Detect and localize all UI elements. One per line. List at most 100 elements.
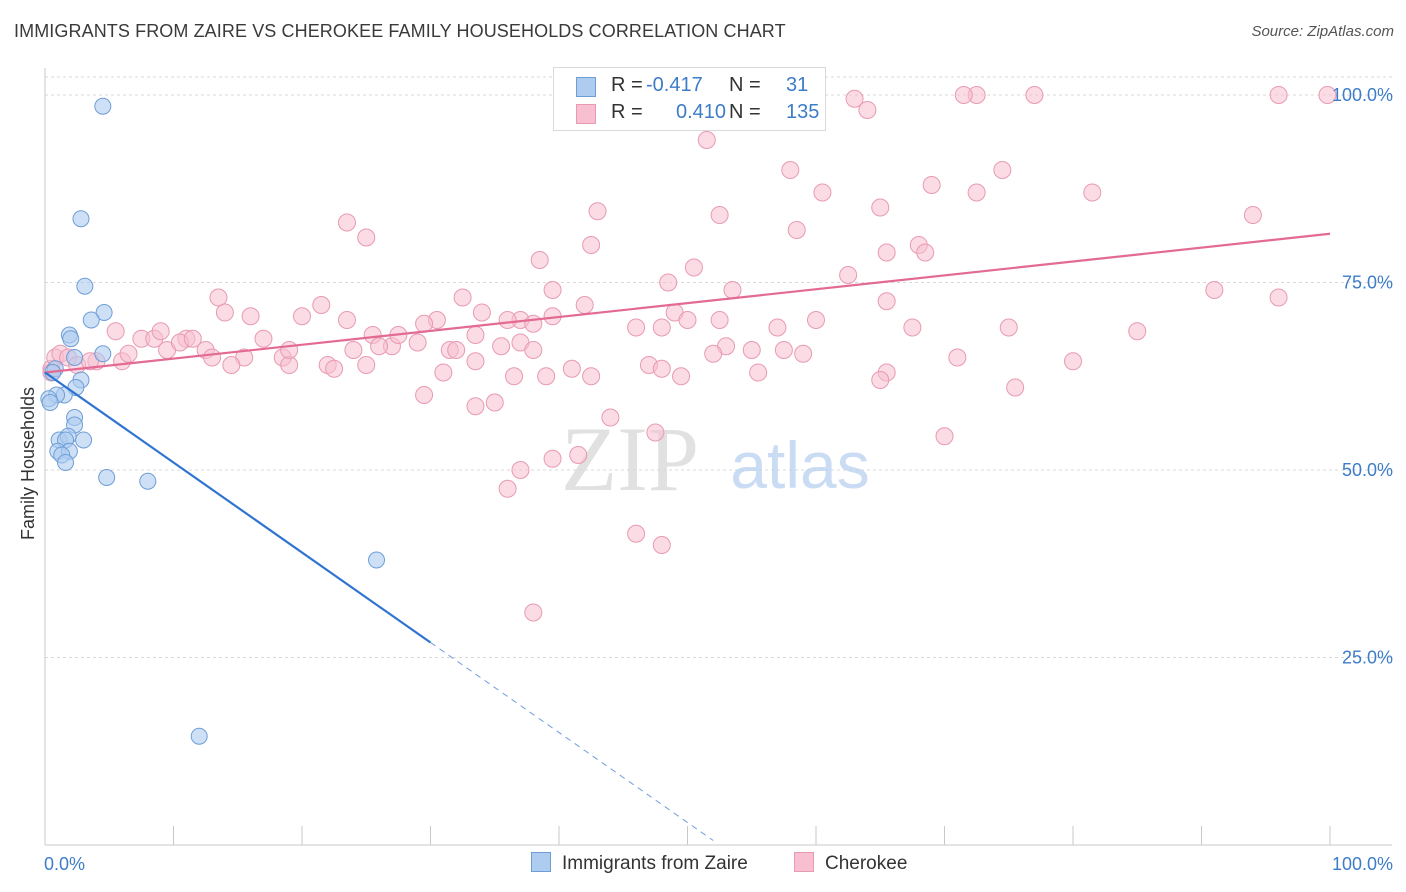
bottom-legend-cherokee: Cherokee [794,852,907,875]
y-tick-label: 75.0% [1342,273,1393,293]
cherokee-point [434,363,453,382]
cherokee-point [768,318,787,337]
cherokee-point [222,356,241,374]
zaire-swatch [576,77,596,97]
cherokee-point [106,322,125,341]
cherokee-point [408,333,427,352]
zaire-point [72,210,90,228]
cherokee-point [710,311,729,329]
zaire-point [190,727,208,745]
cherokee-point [524,314,543,333]
axes [44,68,1392,846]
cherokee-point [582,367,601,386]
legend-r-label: R = [611,101,643,123]
legend-n-value: 31 [786,74,809,96]
zaire-trend-extension [430,642,714,841]
cherokee-point [704,344,723,363]
cherokee-point [652,536,671,554]
cherokee-point [543,281,562,299]
cherokee-point [254,329,273,348]
legend-r-label: R = [611,74,643,96]
cherokee-point [1025,86,1044,104]
zaire-point [76,277,94,295]
cherokee-point [742,341,761,359]
cherokee-point [999,318,1018,337]
cherokee-point [280,341,299,359]
cherokee-point [485,393,504,412]
cherokee-point [530,251,549,269]
cherokee-point [993,161,1012,179]
cherokee-point [466,326,485,344]
zaire-point [75,431,93,449]
watermark-atlas: atlas [730,428,869,502]
cherokee-point [151,322,170,341]
cherokee-point [203,348,222,367]
trend-lines [44,232,1331,841]
cherokee-point [916,243,935,262]
cherokee-point [858,101,877,119]
cherokee-point [601,408,620,427]
cherokee-point [794,344,813,363]
cherokee-point [678,311,697,329]
cherokee-point [903,318,922,337]
cherokee-point [280,356,299,374]
cherokee-point [344,341,363,359]
cherokee-point [524,603,543,622]
legend-n-label: N = [729,101,761,123]
zaire-point [139,472,157,490]
cherokee-point [312,296,331,314]
cherokee-point [543,449,562,468]
cherokee-point [787,221,806,239]
cherokee-point [935,427,954,446]
y-tick-label: 25.0% [1342,648,1393,668]
cherokee-point [183,329,202,348]
legend-n-value: 135 [786,101,820,123]
cherokee-point [839,266,858,284]
cherokee-point [498,311,517,329]
zaire-point [62,330,80,348]
cherokee-point [325,359,344,378]
cherokee-point [659,273,678,292]
source-label: Source: ZipAtlas.com [1251,23,1394,40]
cherokee-point [241,307,260,326]
cherokee-point [652,318,671,337]
cherokee-swatch [794,852,814,872]
zaire-point [94,345,112,363]
cherokee-point [472,303,491,322]
zaire-point [57,454,75,471]
cherokee-point [948,348,967,367]
zaire-trend-line [44,371,432,644]
cherokee-point [1064,352,1082,371]
cherokee-point [447,341,466,359]
tick-labels: 25.0% 50.0% 75.0% 100.0% 0.0% 100.0% [44,85,1393,874]
zaire-swatch [531,852,551,872]
zaire-point [95,304,113,321]
cherokee-point [1083,183,1102,202]
cherokee-point [357,228,376,247]
cherokee-point [537,367,556,386]
cherokee-point [672,367,691,386]
legend-n-label: N = [729,74,761,96]
cherokee-point [652,359,671,378]
zaire-point [41,394,59,411]
cherokee-point [871,198,890,217]
zaire-point [368,551,386,569]
cherokee-point [453,288,472,307]
cherokee-point [337,213,356,232]
chart-title: IMMIGRANTS FROM ZAIRE VS CHEROKEE FAMILY… [14,21,786,41]
cherokee-point [562,359,581,378]
cherokee-point [466,352,485,371]
cherokee-point [492,337,511,356]
cherokee-point [871,371,890,389]
cherokee-point [1318,86,1337,104]
cherokee-point [582,236,601,254]
cherokee-point [774,341,793,359]
legend-label-zaire: Immigrants from Zaire [562,853,748,874]
cherokee-point [293,307,311,326]
y-axis-label: Family Households [18,386,38,540]
y-tick-label: 100.0% [1332,85,1393,105]
cherokee-point [781,161,800,179]
cherokee-point [1269,288,1288,307]
cherokee-point [1006,378,1025,397]
cherokee-point [337,311,356,329]
